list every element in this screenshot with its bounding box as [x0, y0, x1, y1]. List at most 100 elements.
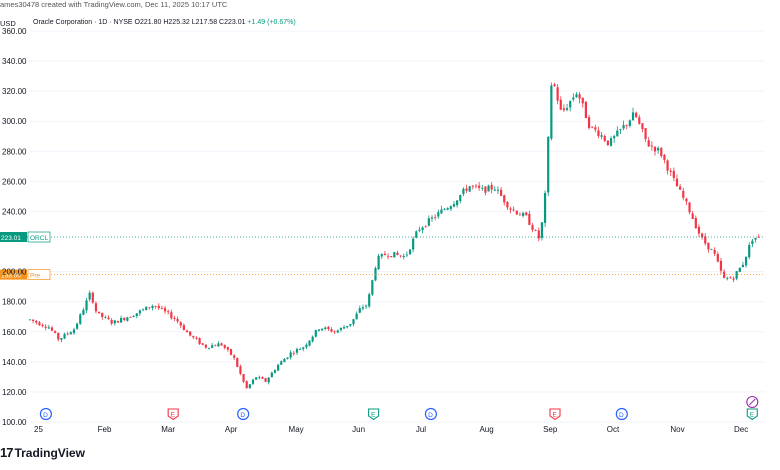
candle: [41, 323, 44, 328]
candle: [657, 146, 660, 154]
earnings-icon[interactable]: E: [167, 408, 179, 421]
candle-body: [258, 377, 261, 378]
ticker-tag: [27, 269, 51, 280]
candle-body: [179, 322, 182, 326]
candle: [342, 325, 346, 329]
y-tick-label: 180.00: [2, 298, 27, 307]
candle: [713, 247, 716, 257]
grid: [30, 30, 765, 423]
candle: [380, 253, 383, 259]
candle: [462, 187, 465, 197]
candle-body: [625, 124, 628, 126]
candle-body: [408, 249, 412, 255]
y-tick-label: 100.00: [2, 418, 27, 427]
candle-body: [644, 128, 647, 140]
candle-body: [716, 254, 719, 262]
price-tag-label: 198.00: [1, 273, 21, 280]
earnings-icon[interactable]: E: [549, 408, 561, 421]
candle-body: [393, 252, 396, 258]
candle: [569, 100, 572, 112]
candle: [126, 316, 129, 322]
candle: [606, 140, 609, 147]
candle-body: [754, 237, 757, 240]
candle-body: [380, 254, 383, 257]
candle-body: [459, 195, 462, 201]
candle: [38, 320, 41, 326]
candle: [704, 232, 707, 246]
candle: [732, 276, 735, 283]
candle-body: [685, 198, 688, 202]
candle: [719, 257, 723, 274]
candle-body: [97, 311, 101, 314]
candle: [289, 350, 292, 360]
candle-body: [270, 372, 273, 378]
candle: [267, 376, 270, 385]
candle: [660, 147, 663, 158]
candle-body: [603, 136, 606, 141]
earnings-shape: [746, 408, 758, 421]
candle: [449, 205, 452, 211]
candle: [270, 371, 273, 378]
ohlc-open: O221.80: [134, 19, 162, 26]
candle-body: [390, 256, 393, 257]
candle: [101, 312, 104, 320]
candle-body: [572, 97, 575, 100]
candle: [198, 337, 201, 345]
earnings-label: E: [171, 412, 176, 419]
candle-body: [91, 292, 94, 303]
candle-body: [456, 200, 459, 206]
dividend-circle: [424, 407, 438, 421]
candle-body: [302, 347, 305, 349]
earnings-icon[interactable]: E: [746, 408, 758, 421]
candle-body: [277, 364, 280, 371]
dividend-icon[interactable]: D: [39, 407, 53, 421]
candle: [468, 185, 471, 193]
candle: [628, 119, 631, 128]
earnings-icon[interactable]: E: [368, 408, 380, 421]
candle: [233, 354, 236, 361]
split-icon[interactable]: [746, 395, 759, 409]
candle-body: [757, 236, 760, 238]
dividend-icon[interactable]: D: [237, 407, 250, 421]
candle: [691, 210, 694, 220]
candle: [701, 232, 704, 240]
price-tag: [0, 269, 27, 280]
candle: [135, 313, 138, 319]
candle: [399, 255, 402, 258]
candle: [430, 215, 434, 222]
candle-body: [653, 146, 657, 152]
candle-body: [474, 185, 478, 187]
candle-body: [41, 324, 44, 327]
candle-body: [619, 129, 622, 130]
candle-body: [478, 185, 481, 188]
candle-body: [324, 327, 327, 330]
candle: [54, 330, 57, 334]
candle-body: [738, 267, 741, 272]
dividend-icon[interactable]: D: [424, 407, 438, 421]
candle-body: [556, 87, 559, 101]
candle: [195, 336, 198, 340]
dividend-icon[interactable]: D: [615, 407, 628, 421]
ticker-tag-label: ORCL: [30, 235, 48, 242]
candle: [364, 304, 368, 309]
candle: [214, 344, 217, 347]
candle-body: [182, 325, 185, 331]
candle: [619, 128, 622, 135]
candle-body: [669, 170, 672, 172]
candle: [565, 103, 569, 112]
tradingview-logo[interactable]: 17 TradingView: [0, 445, 85, 460]
candle-body: [729, 277, 732, 279]
candle: [47, 324, 50, 329]
candle-body: [635, 112, 638, 118]
candle: [697, 224, 701, 237]
candle: [286, 357, 289, 360]
candle-body: [35, 320, 38, 323]
candle: [91, 291, 94, 304]
candle: [308, 340, 311, 347]
candle: [622, 120, 625, 131]
candle: [28, 319, 32, 321]
candle-body: [565, 108, 569, 110]
candle: [35, 320, 38, 325]
